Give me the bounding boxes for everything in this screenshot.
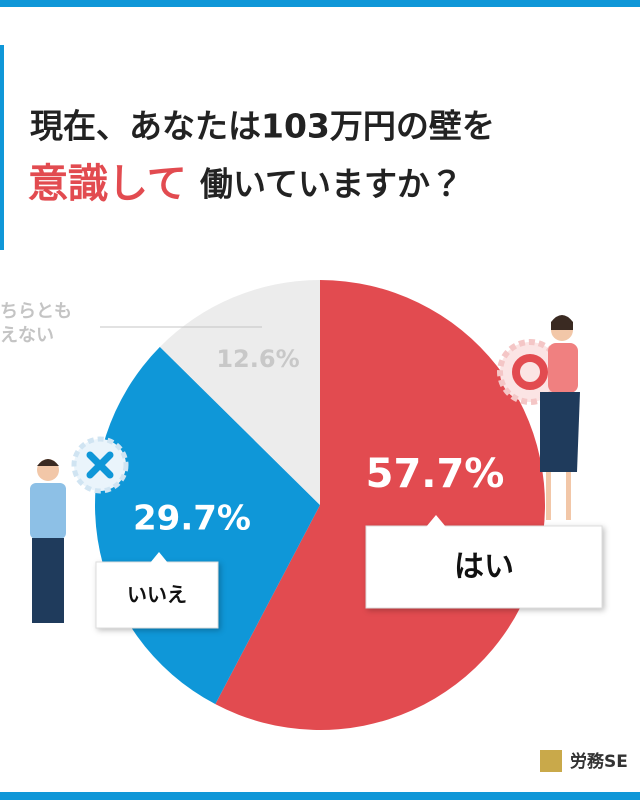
title-line1: 現在、あなたは103万円の壁を	[30, 107, 495, 146]
brand-logo	[540, 750, 562, 772]
category-label: いいえ	[127, 583, 187, 607]
pie-slice	[159, 280, 320, 505]
accent-bar	[0, 45, 4, 250]
person-right	[497, 315, 580, 520]
category-label: どちらともいえない	[0, 301, 72, 346]
bottom-bar	[0, 792, 640, 800]
label-box-yes	[365, 515, 603, 609]
label-box-no	[95, 552, 219, 629]
person-left	[30, 436, 129, 623]
value-label: 57.7%	[366, 451, 505, 497]
value-label: 12.6%	[216, 345, 299, 373]
top-bar	[0, 0, 640, 7]
pie-slice	[215, 280, 545, 730]
value-label: 29.7%	[133, 499, 251, 539]
title-line2: 働いていますか？	[200, 165, 463, 204]
category-label: はい	[454, 550, 514, 585]
brand: 労務SE	[570, 751, 628, 772]
title-highlight: 意識して	[28, 161, 187, 207]
